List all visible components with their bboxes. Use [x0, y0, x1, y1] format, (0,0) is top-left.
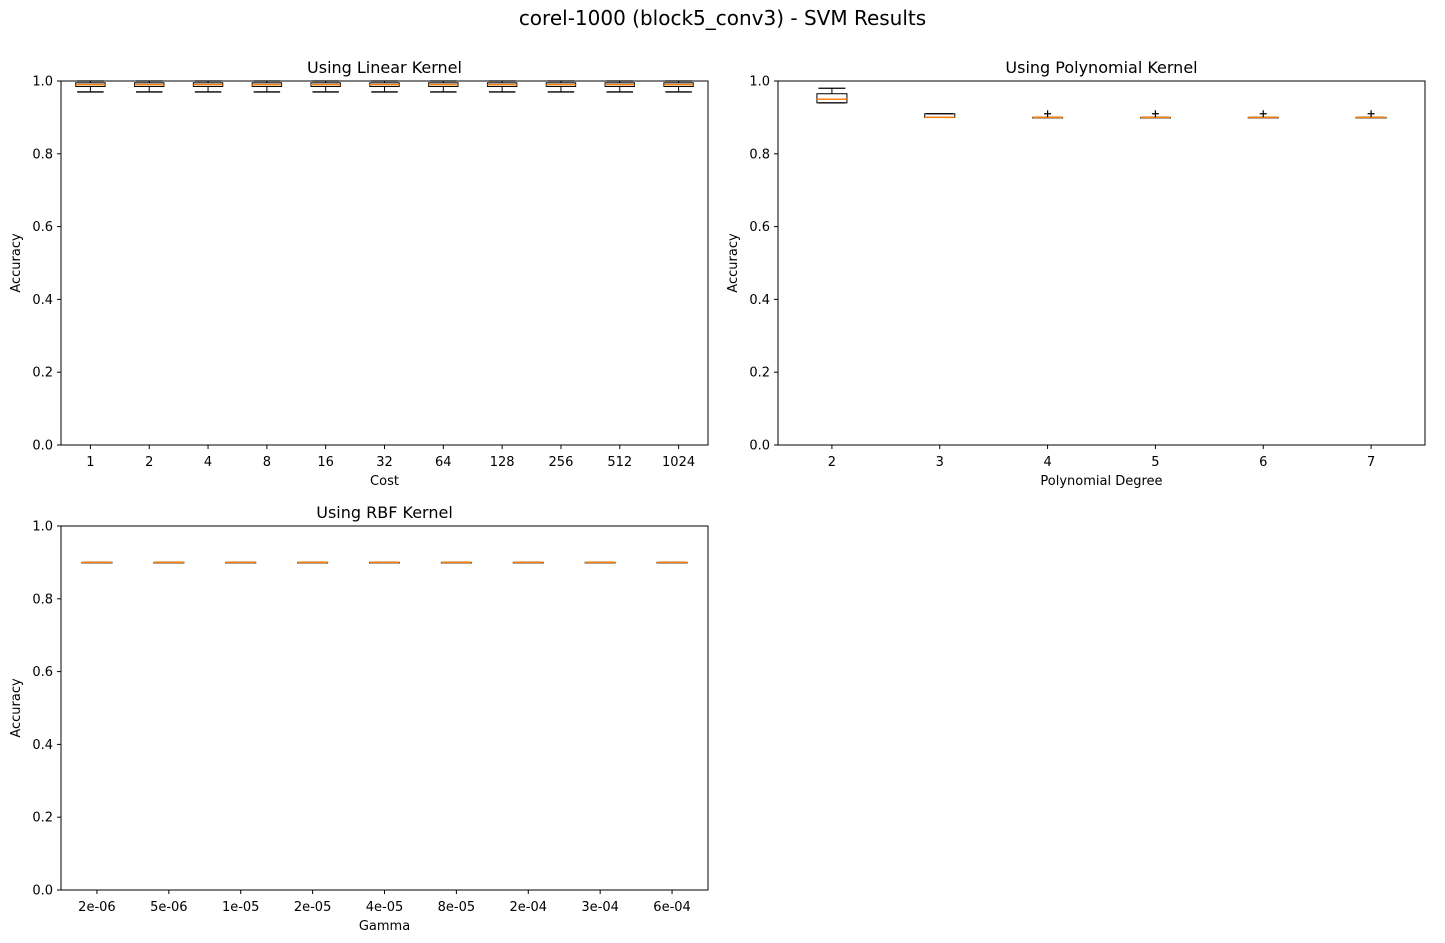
box-2e-05: [297, 561, 329, 564]
box-8: [251, 80, 283, 93]
box-512: [604, 80, 635, 93]
box-7: [1355, 110, 1387, 119]
y-tick-label: 0.4: [32, 738, 53, 753]
y-axis-label: Accuracy: [726, 233, 741, 293]
y-tick-label: 0.2: [32, 811, 53, 826]
box-128: [486, 80, 518, 93]
x-axis-label: Polynomial Degree: [1040, 474, 1162, 489]
box-2: [816, 87, 848, 104]
subplot-title: Using Polynomial Kernel: [1005, 58, 1197, 77]
y-tick-label: 0.0: [749, 439, 770, 454]
y-tick-label: 0.4: [32, 293, 53, 308]
y-tick-label: 0.4: [749, 293, 770, 308]
y-tick-label: 1.0: [32, 520, 53, 535]
box-8e-05: [440, 561, 472, 564]
y-tick-label: 0.6: [32, 665, 53, 680]
subplot-title: Using RBF Kernel: [316, 503, 453, 522]
iqr-box: [816, 93, 848, 104]
flier-point: [1367, 110, 1375, 118]
y-tick-label: 1.0: [32, 75, 53, 90]
x-tick-label: 4: [204, 455, 212, 470]
y-tick-label: 0.2: [32, 366, 53, 381]
x-tick-label: 2e-05: [294, 900, 332, 915]
box-4e-05: [369, 561, 400, 564]
x-axis-label: Cost: [370, 474, 399, 489]
box-2e-06: [81, 561, 113, 564]
y-tick-label: 1.0: [749, 75, 770, 90]
x-tick-label: 3e-04: [581, 900, 619, 915]
box-2e-04: [512, 561, 544, 564]
box-4: [1032, 110, 1064, 119]
y-tick-label: 0.0: [32, 439, 53, 454]
box-3e-04: [584, 561, 616, 564]
axes-frame: [60, 80, 709, 446]
box-6e-04: [656, 561, 688, 564]
subplot-title: Using Linear Kernel: [307, 58, 462, 77]
box-64: [428, 80, 459, 93]
x-tick-label: 2: [145, 455, 153, 470]
y-tick-label: 0.2: [749, 366, 770, 381]
x-tick-label: 6e-04: [653, 900, 691, 915]
subplot-2: Using Polynomial Kernel 0.0 0.2 0.4 0.6 0.8 1.…: [726, 58, 1426, 489]
figure-title: corel-1000 (block5_conv3) - SVM Results: [518, 6, 927, 30]
flier-point: [1259, 110, 1267, 118]
box-1e-05: [225, 561, 257, 564]
subplot-3: Using RBF Kernel 0.0 0.2 0.4 0.6 0.8 1.0 2e-06 5…: [9, 503, 709, 934]
x-tick-label: 7: [1367, 455, 1375, 470]
box-256: [545, 80, 577, 93]
x-tick-label: 512: [607, 455, 632, 470]
x-tick-label: 32: [376, 455, 393, 470]
subplot-1: Using Linear Kernel 0.0 0.2 0.4 0.6 0.8 1.0 1 2 4…: [9, 58, 709, 489]
x-tick-label: 2e-04: [510, 900, 548, 915]
box-2: [134, 80, 165, 93]
y-tick-label: 0.0: [32, 884, 53, 899]
flier-point: [1151, 110, 1159, 118]
x-tick-label: 1: [86, 455, 94, 470]
box-5: [1139, 110, 1171, 119]
x-tick-label: 4e-05: [366, 900, 404, 915]
box-32: [369, 80, 400, 93]
box-1024: [663, 80, 694, 93]
flier-point: [1044, 110, 1052, 118]
x-tick-label: 5e-06: [150, 900, 188, 915]
x-tick-label: 4: [1043, 455, 1051, 470]
x-tick-label: 2e-06: [78, 900, 116, 915]
axes-frame: [60, 525, 709, 891]
y-tick-label: 0.8: [749, 147, 770, 162]
y-tick-label: 0.8: [32, 147, 53, 162]
box-5e-06: [153, 561, 185, 564]
box-3: [924, 113, 956, 119]
y-tick-label: 0.6: [749, 220, 770, 235]
box-16: [310, 80, 341, 93]
x-tick-label: 2: [828, 455, 836, 470]
x-tick-label: 8: [263, 455, 271, 470]
y-axis-label: Accuracy: [9, 678, 24, 738]
box-1: [75, 80, 106, 93]
x-tick-label: 16: [317, 455, 334, 470]
x-tick-label: 6: [1259, 455, 1267, 470]
axes-frame: [777, 80, 1426, 446]
x-tick-label: 5: [1151, 455, 1159, 470]
x-tick-label: 128: [490, 455, 515, 470]
y-tick-label: 0.8: [32, 592, 53, 607]
x-tick-label: 1e-05: [222, 900, 260, 915]
x-tick-label: 3: [936, 455, 944, 470]
x-tick-label: 64: [435, 455, 452, 470]
y-tick-label: 0.6: [32, 220, 53, 235]
box-4: [192, 80, 224, 93]
x-tick-label: 1024: [662, 455, 695, 470]
x-tick-label: 8e-05: [438, 900, 476, 915]
x-axis-label: Gamma: [359, 919, 410, 934]
x-tick-label: 256: [549, 455, 574, 470]
box-6: [1247, 110, 1279, 119]
y-axis-label: Accuracy: [9, 233, 24, 293]
